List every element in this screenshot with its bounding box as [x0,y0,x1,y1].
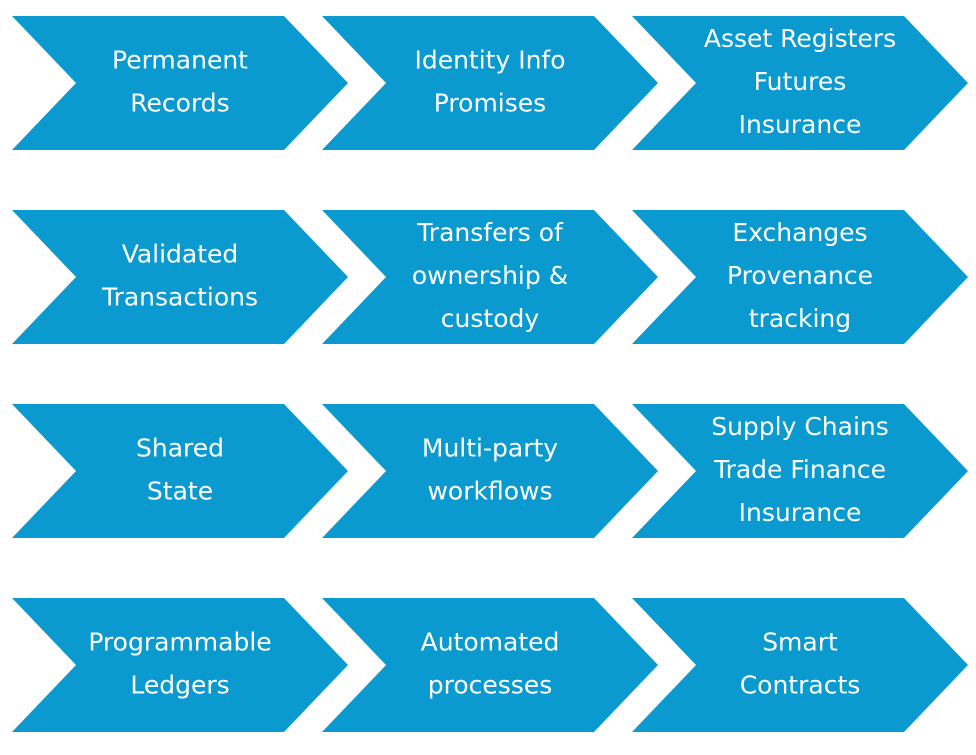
chevron-label-line: Exchanges [732,218,867,247]
chevron-shape [632,598,968,732]
chevron-r2-c2: Transfers of ownership & custody [322,210,658,344]
chevron-r1-c3: Asset Registers Futures Insurance [632,16,968,150]
chevron-label-line: Smart [762,628,838,657]
chevron-shape [322,16,658,150]
chevron-label-line: Shared [136,434,224,463]
chevron-r1-c1: Permanent Records [12,16,348,150]
chevron-label-line: Multi-party [422,434,558,463]
chevron-r4-c1: Programmable Ledgers [12,598,348,732]
chevron-r3-c2: Multi-party workflows [322,404,658,538]
chevron-label-line: Insurance [739,110,862,139]
chevron-label-line: Permanent [112,46,248,75]
chevron-label-line: Trade Finance [713,455,886,484]
chevron-label-line: Programmable [88,628,271,657]
chevron-label-line: ownership & [412,261,568,290]
chevron-r4-c3: Smart Contracts [632,598,968,732]
chevron-label-line: Records [130,89,229,118]
chevron-label-line: custody [441,304,540,333]
chevron-label-line: Futures [754,67,847,96]
chevron-r3-c3: Supply Chains Trade Finance Insurance [632,404,968,538]
chevron-r2-c1: Validated Transactions [12,210,348,344]
chevron-label-line: tracking [749,304,851,333]
chevron-label-line: Validated [122,240,239,269]
chevron-r4-c2: Automated processes [322,598,658,732]
chevron-label-line: processes [428,671,552,700]
chevron-shape [632,404,968,538]
chevron-shape [632,16,968,150]
chevron-r3-c1: Shared State [12,404,348,538]
chevron-shape [12,210,348,344]
chevron-label-line: Provenance [727,261,873,290]
chevron-label-line: Automated [421,628,560,657]
chevron-label-line: Supply Chains [711,412,889,441]
chevron-label-line: Insurance [739,498,862,527]
chevron-shape [12,598,348,732]
chevron-r2-c3: Exchanges Provenance tracking [632,210,968,344]
chevron-label-line: State [147,477,213,506]
chevron-shape [322,404,658,538]
chevron-shape [12,404,348,538]
chevron-shape [632,210,968,344]
chevron-label-line: Transfers of [416,218,564,247]
chevron-r1-c2: Identity Info Promises [322,16,658,150]
chevron-label-line: workflows [427,477,552,506]
chevron-shape [12,16,348,150]
chevron-label-line: Ledgers [130,671,229,700]
chevron-label-line: Transactions [101,283,258,312]
chevron-label-line: Contracts [740,671,861,700]
chevron-label-line: Asset Registers [704,24,896,53]
chevron-label-line: Promises [434,89,546,118]
chevron-shape [322,210,658,344]
chevron-label-line: Identity Info [414,46,565,75]
chevron-shape [322,598,658,732]
